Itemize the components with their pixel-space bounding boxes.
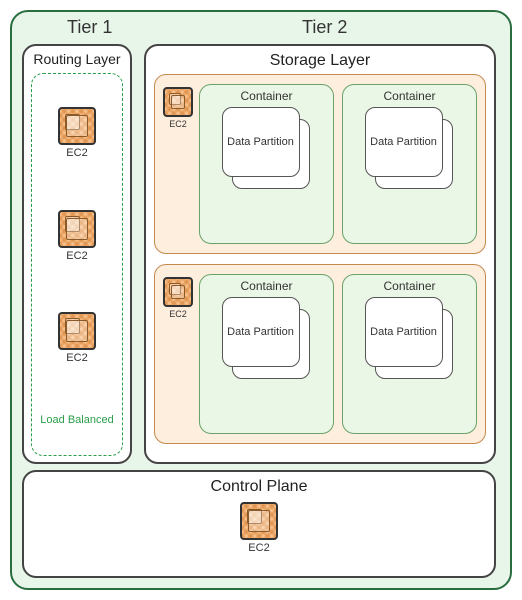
tier1-label: Tier 1 — [67, 17, 112, 38]
load-balanced-group: EC2 EC2 EC2 Load Balanced — [31, 73, 123, 456]
container-title: Container — [383, 89, 435, 103]
ec2-label: EC2 — [66, 250, 87, 262]
top-row: Routing Layer EC2 EC2 EC2 Load Balanced — [22, 44, 496, 464]
ec2-label: EC2 — [66, 352, 87, 364]
data-partition: Data Partition — [365, 297, 443, 367]
routing-ec2-node: EC2 — [58, 210, 96, 262]
partition-stack: Data Partition — [365, 297, 455, 385]
ec2-icon — [163, 87, 193, 117]
container-group: Container Data Partition Container Data … — [199, 84, 477, 244]
container-title: Container — [240, 89, 292, 103]
container: Container Data Partition — [342, 274, 477, 434]
container-title: Container — [383, 279, 435, 293]
data-partition: Data Partition — [222, 297, 300, 367]
ec2-label: EC2 — [169, 309, 187, 319]
ec2-icon — [58, 312, 96, 350]
storage-host: EC2 Container Data Partition Container — [154, 74, 486, 254]
storage-title: Storage Layer — [270, 52, 371, 70]
storage-layer: Storage Layer EC2 Container Data Partiti… — [144, 44, 496, 464]
container-title: Container — [240, 279, 292, 293]
partition-stack: Data Partition — [222, 297, 312, 385]
routing-title: Routing Layer — [33, 52, 120, 67]
partition-stack: Data Partition — [222, 107, 312, 195]
ec2-icon — [58, 107, 96, 145]
partition-stack: Data Partition — [365, 107, 455, 195]
ec2-label: EC2 — [66, 147, 87, 159]
routing-ec2-node: EC2 — [58, 312, 96, 364]
ec2-icon — [58, 210, 96, 248]
control-ec2-node: EC2 — [240, 502, 278, 554]
control-plane-title: Control Plane — [211, 478, 308, 496]
control-plane: Control Plane EC2 — [22, 470, 496, 578]
load-balanced-label: Load Balanced — [40, 414, 113, 426]
container: Container Data Partition — [199, 84, 334, 244]
tier2-label: Tier 2 — [302, 17, 347, 38]
host-ec2-node: EC2 — [163, 277, 193, 319]
ec2-label: EC2 — [169, 119, 187, 129]
ec2-icon — [163, 277, 193, 307]
container-group: Container Data Partition Container Data … — [199, 274, 477, 434]
routing-layer: Routing Layer EC2 EC2 EC2 Load Balanced — [22, 44, 132, 464]
architecture-diagram: Tier 1 Tier 2 Routing Layer EC2 EC2 EC2 … — [10, 10, 512, 590]
host-ec2-node: EC2 — [163, 87, 193, 129]
container: Container Data Partition — [342, 84, 477, 244]
data-partition: Data Partition — [222, 107, 300, 177]
ec2-label: EC2 — [248, 542, 269, 554]
container: Container Data Partition — [199, 274, 334, 434]
routing-ec2-node: EC2 — [58, 107, 96, 159]
ec2-icon — [240, 502, 278, 540]
data-partition: Data Partition — [365, 107, 443, 177]
storage-host: EC2 Container Data Partition Container — [154, 264, 486, 444]
